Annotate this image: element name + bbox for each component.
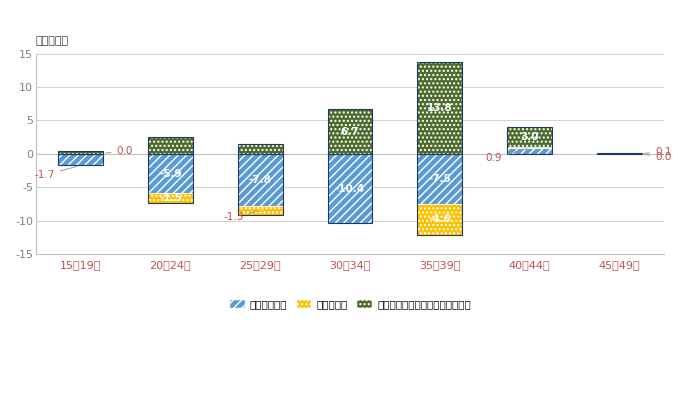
Bar (417, 204, 462, 235)
Legend: 人口変動要因, 婚姻率要因, 出生率要因（婚姻率要因を除く）: 人口変動要因, 婚姻率要因, 出生率要因（婚姻率要因を除く） (225, 295, 475, 313)
Bar (238, 206, 283, 215)
Bar (238, 154, 283, 215)
Bar (327, 154, 372, 223)
Text: -7.8: -7.8 (249, 175, 272, 185)
Bar (148, 137, 193, 154)
Text: -10.4: -10.4 (335, 184, 365, 194)
Bar (327, 109, 372, 154)
Bar (58, 151, 103, 154)
Bar (507, 148, 552, 154)
Text: 0.0: 0.0 (645, 152, 671, 162)
Bar (327, 109, 372, 154)
Bar (327, 154, 372, 223)
Text: -4.6: -4.6 (428, 215, 451, 225)
Bar (148, 137, 193, 154)
Bar (238, 144, 283, 154)
Text: 0.0: 0.0 (106, 146, 133, 156)
Bar (507, 126, 552, 154)
Bar (417, 154, 462, 235)
Text: 3.0: 3.0 (520, 132, 539, 141)
Bar (417, 62, 462, 154)
Bar (238, 154, 283, 206)
Bar (148, 194, 193, 204)
Bar (148, 154, 193, 204)
Text: 0.9: 0.9 (485, 149, 527, 163)
Text: 単位：千人: 単位：千人 (36, 36, 69, 46)
Text: -1.7: -1.7 (34, 166, 78, 180)
Bar (596, 153, 642, 154)
Bar (507, 147, 552, 148)
Text: 0.1: 0.1 (645, 147, 671, 157)
Bar (58, 154, 103, 165)
Bar (58, 151, 103, 154)
Bar (58, 154, 103, 165)
Text: -7.5: -7.5 (428, 174, 451, 184)
Bar (507, 126, 552, 147)
Bar (148, 154, 193, 194)
Text: 6.7: 6.7 (341, 126, 359, 137)
Text: -1.3: -1.3 (223, 211, 257, 222)
Text: -5.9: -5.9 (159, 168, 182, 179)
Bar (417, 154, 462, 204)
Bar (596, 153, 642, 154)
Bar (417, 62, 462, 154)
Bar (238, 144, 283, 154)
Text: -1.5: -1.5 (159, 194, 182, 203)
Text: 13.8: 13.8 (427, 103, 453, 113)
